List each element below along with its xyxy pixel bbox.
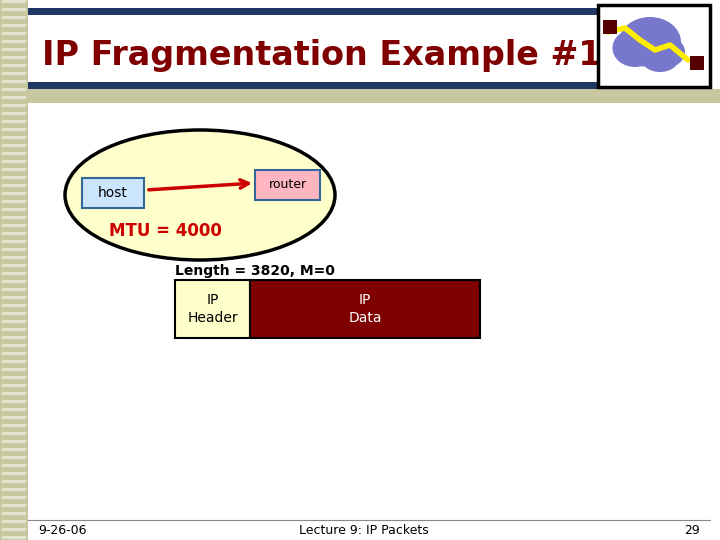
Bar	[2, 120, 26, 123]
Bar	[2, 144, 26, 147]
Ellipse shape	[65, 130, 335, 260]
Bar	[2, 232, 26, 235]
Bar	[2, 200, 26, 203]
Text: IP
Header: IP Header	[187, 293, 238, 325]
Bar	[82, 178, 144, 208]
Bar	[2, 288, 26, 291]
Bar	[2, 96, 26, 99]
Bar	[2, 256, 26, 259]
Bar	[2, 112, 26, 115]
Bar	[2, 192, 26, 195]
Bar	[2, 528, 26, 531]
Bar	[2, 392, 26, 395]
Bar	[2, 32, 26, 35]
Ellipse shape	[628, 24, 668, 52]
Bar	[28, 8, 648, 15]
Bar	[175, 280, 250, 338]
Text: MTU = 4000: MTU = 4000	[109, 222, 222, 240]
Bar	[2, 424, 26, 427]
Text: router: router	[269, 179, 307, 192]
Bar	[2, 416, 26, 419]
Bar	[2, 8, 26, 11]
Text: IP
Data: IP Data	[348, 293, 382, 325]
Bar	[2, 216, 26, 219]
Bar	[2, 56, 26, 59]
Bar	[2, 168, 26, 171]
Bar	[2, 152, 26, 155]
Text: Length = 3820, M=0: Length = 3820, M=0	[175, 264, 335, 278]
Bar	[2, 80, 26, 83]
Bar	[2, 320, 26, 323]
Bar	[2, 360, 26, 363]
Bar	[28, 82, 708, 89]
Bar	[2, 512, 26, 515]
Bar	[2, 72, 26, 75]
Bar	[2, 264, 26, 267]
Bar	[2, 128, 26, 131]
Bar	[2, 440, 26, 443]
Ellipse shape	[645, 36, 685, 68]
Bar	[2, 536, 26, 539]
Bar	[2, 376, 26, 379]
Bar	[690, 56, 704, 70]
Bar	[28, 89, 720, 103]
Bar	[2, 280, 26, 283]
Bar	[2, 344, 26, 347]
Bar	[2, 224, 26, 227]
Ellipse shape	[641, 44, 679, 72]
Bar	[603, 20, 617, 34]
Bar	[2, 496, 26, 499]
Bar	[2, 368, 26, 371]
Bar	[2, 456, 26, 459]
Bar	[2, 352, 26, 355]
Text: 9-26-06: 9-26-06	[38, 523, 86, 537]
Bar	[2, 40, 26, 43]
Bar	[2, 488, 26, 491]
Bar	[2, 48, 26, 51]
Bar	[2, 240, 26, 243]
Ellipse shape	[619, 17, 681, 67]
Bar	[2, 64, 26, 67]
Bar	[2, 160, 26, 163]
Bar	[2, 448, 26, 451]
Bar	[0, 0, 28, 540]
Bar	[2, 384, 26, 387]
Bar	[2, 104, 26, 107]
Bar	[2, 136, 26, 139]
Bar	[2, 336, 26, 339]
Bar	[2, 408, 26, 411]
Bar	[2, 432, 26, 435]
Ellipse shape	[613, 29, 657, 67]
Bar	[2, 16, 26, 19]
Bar	[2, 208, 26, 211]
Bar	[2, 312, 26, 315]
Bar	[2, 296, 26, 299]
Bar	[255, 170, 320, 200]
Bar	[250, 280, 480, 338]
Bar	[2, 304, 26, 307]
Bar	[2, 400, 26, 403]
Bar	[2, 248, 26, 251]
Bar	[2, 272, 26, 275]
Bar	[2, 520, 26, 523]
Bar	[598, 5, 710, 87]
Bar	[2, 0, 26, 3]
Text: IP Fragmentation Example #1: IP Fragmentation Example #1	[42, 38, 601, 71]
Text: 29: 29	[684, 523, 700, 537]
Bar	[2, 184, 26, 187]
Text: host: host	[98, 186, 128, 200]
Bar	[2, 176, 26, 179]
Text: Lecture 9: IP Packets: Lecture 9: IP Packets	[299, 523, 429, 537]
Bar	[2, 88, 26, 91]
Bar	[2, 24, 26, 27]
Bar	[2, 328, 26, 331]
Bar	[2, 472, 26, 475]
Bar	[2, 464, 26, 467]
Bar	[2, 504, 26, 507]
Bar	[2, 480, 26, 483]
